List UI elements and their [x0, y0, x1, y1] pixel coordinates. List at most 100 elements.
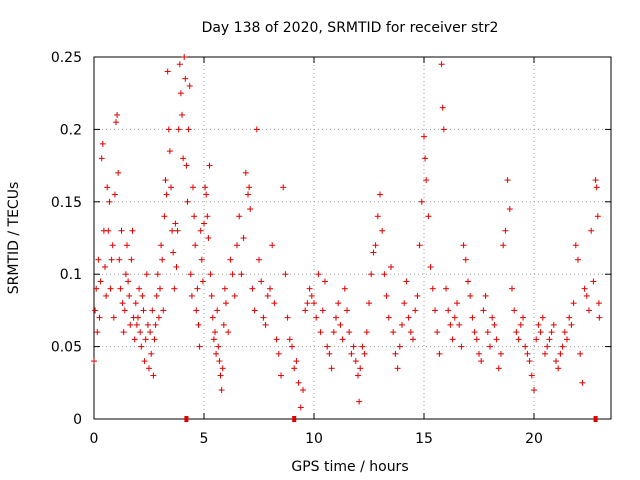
data-point: [104, 184, 111, 191]
y-tick-label: 0.15: [51, 195, 82, 211]
data-point: [216, 358, 223, 365]
data-point: [168, 184, 174, 191]
data-point: [179, 111, 185, 118]
data-point: [150, 372, 157, 379]
data-point: [99, 140, 106, 147]
data-point: [240, 235, 247, 241]
data-point: [217, 372, 224, 379]
data-point: [214, 307, 221, 314]
data-point: [280, 184, 287, 191]
y-tick-label: 0.05: [51, 340, 82, 356]
data-point: [478, 358, 485, 365]
zero-data-point: [292, 416, 297, 422]
data-point: [361, 350, 368, 357]
data-point: [209, 314, 216, 321]
data-point: [427, 263, 434, 270]
data-point: [295, 379, 302, 386]
data-point: [440, 126, 447, 133]
data-point: [531, 387, 537, 394]
data-point: [575, 256, 581, 263]
data-point: [180, 155, 187, 162]
data-point: [182, 75, 189, 82]
data-point: [184, 198, 191, 205]
data-point: [344, 307, 350, 314]
data-point: [160, 307, 167, 314]
data-point: [537, 329, 544, 336]
data-point: [425, 213, 432, 220]
data-point: [236, 213, 243, 220]
data-point: [467, 292, 474, 299]
data-point: [162, 177, 169, 184]
data-point: [403, 278, 410, 285]
data-point: [583, 292, 590, 299]
data-point: [146, 365, 152, 372]
data-point: [171, 285, 178, 292]
data-point: [199, 278, 206, 285]
data-point: [590, 278, 597, 285]
data-point: [275, 350, 282, 357]
data-point: [166, 148, 173, 155]
data-point: [517, 321, 524, 328]
data-point: [330, 329, 337, 336]
data-point: [227, 256, 234, 263]
data-point: [346, 329, 353, 336]
data-point: [414, 292, 421, 299]
data-point: [324, 343, 331, 350]
data-point: [201, 220, 207, 227]
data-point: [357, 365, 364, 372]
data-point: [102, 263, 108, 270]
data-point: [137, 329, 144, 336]
data-point: [98, 155, 105, 162]
data-point: [119, 300, 126, 307]
data-point: [498, 350, 504, 357]
data-point: [553, 358, 559, 365]
data-point: [374, 213, 381, 220]
data-point: [264, 292, 271, 299]
data-point: [500, 242, 507, 249]
data-point: [502, 227, 509, 234]
data-point: [350, 343, 357, 350]
data-point: [286, 336, 293, 343]
data-point: [465, 278, 471, 285]
data-point: [377, 191, 383, 198]
y-axis-label: SRMTID / TECUs: [6, 182, 22, 295]
data-point: [142, 336, 149, 343]
data-point: [165, 126, 172, 133]
data-point: [91, 358, 97, 365]
data-point: [306, 285, 313, 292]
data-point: [495, 365, 502, 372]
data-point: [515, 336, 522, 343]
data-point: [394, 365, 401, 372]
data-point: [511, 307, 518, 314]
data-point: [572, 242, 579, 249]
data-point: [489, 314, 496, 321]
y-tick-label: 0.2: [60, 122, 82, 138]
data-point: [128, 256, 135, 263]
data-point: [225, 329, 232, 336]
data-point: [436, 350, 443, 357]
data-point: [127, 321, 134, 328]
data-point: [368, 271, 375, 278]
data-point: [385, 314, 392, 321]
data-point: [219, 365, 226, 372]
data-point: [577, 350, 584, 357]
data-point: [491, 321, 498, 328]
y-tick-label: 0: [73, 412, 82, 428]
data-point: [107, 285, 114, 292]
data-point: [108, 256, 115, 263]
data-point: [238, 271, 245, 278]
data-point: [449, 336, 456, 343]
data-point: [94, 329, 101, 336]
data-point: [195, 321, 202, 328]
chart-title: Day 138 of 2020, SRMTID for receiver str…: [202, 20, 499, 36]
grid-lines: [94, 57, 611, 419]
data-point: [105, 227, 112, 234]
data-point: [581, 285, 588, 292]
data-point: [175, 126, 182, 133]
zero-data-point: [184, 416, 189, 422]
data-point: [223, 300, 229, 307]
data-point: [383, 292, 390, 299]
data-point: [147, 329, 154, 336]
data-point: [544, 343, 551, 350]
